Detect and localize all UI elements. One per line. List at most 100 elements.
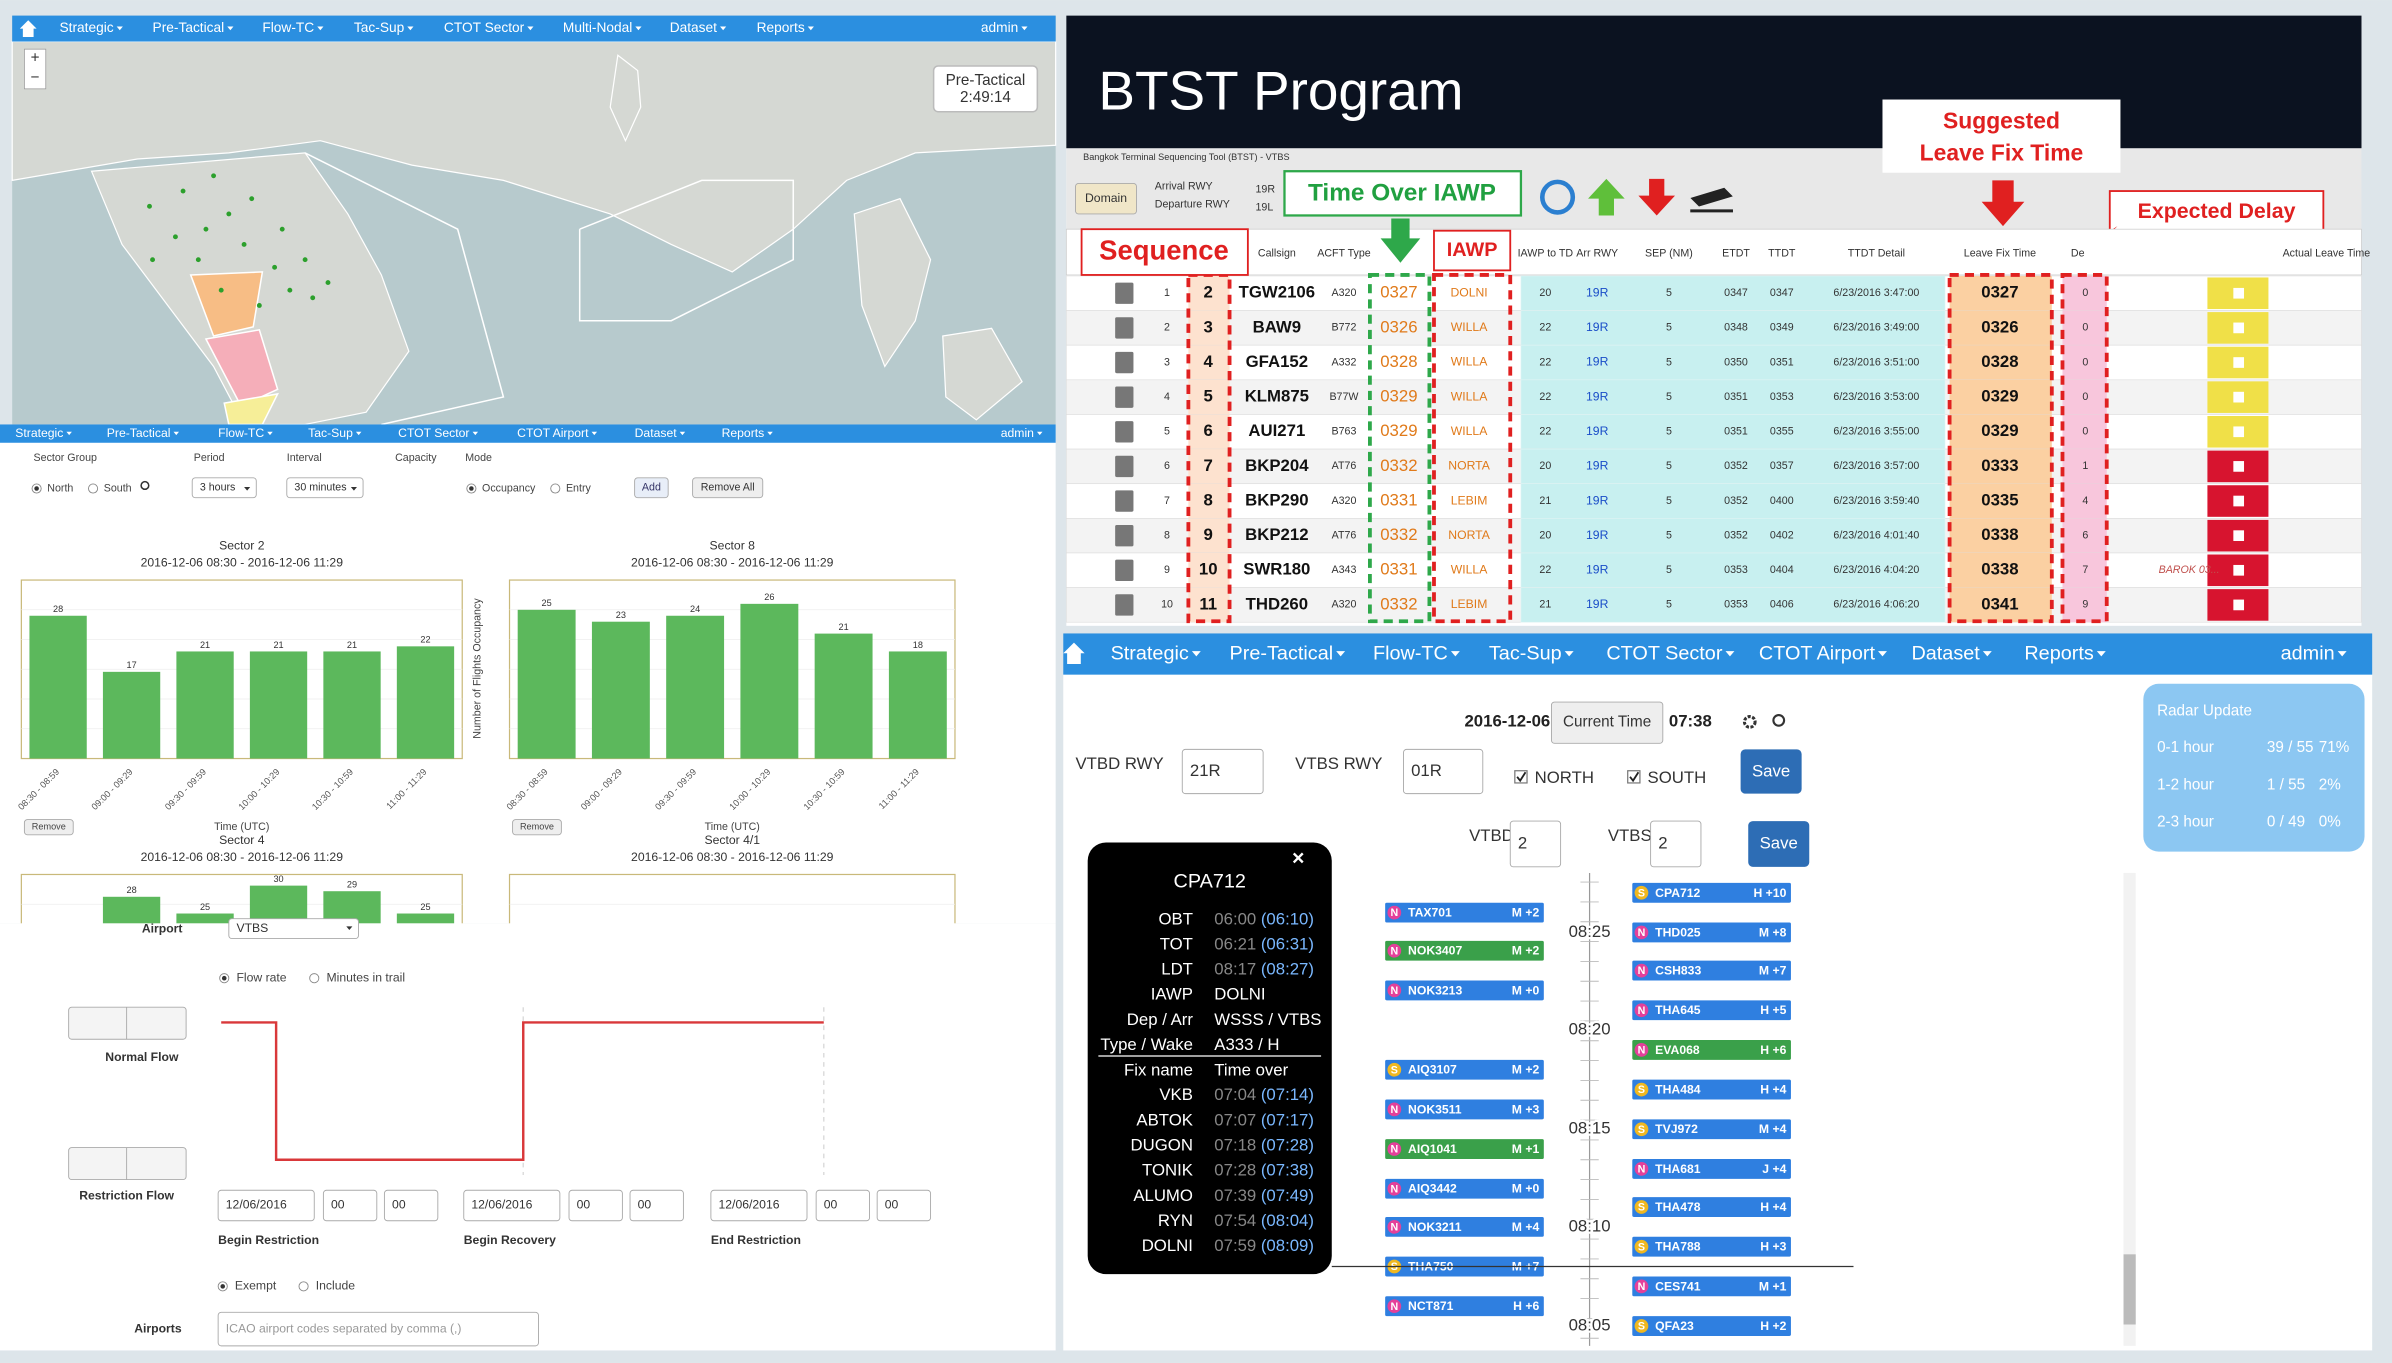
nav-item[interactable]: Flow-TC — [1373, 642, 1448, 664]
flight-strip[interactable] — [1385, 1099, 1544, 1120]
row-icon[interactable] — [1115, 351, 1134, 374]
minute-input[interactable] — [876, 1189, 932, 1222]
restriction-toggle[interactable] — [68, 1147, 187, 1181]
nav-item[interactable]: Dataset — [670, 20, 717, 35]
flight-strip[interactable] — [1385, 1296, 1544, 1317]
popup-close[interactable]: × — [1292, 846, 1304, 870]
row-icon[interactable] — [1115, 559, 1134, 581]
nav-item[interactable]: Dataset — [1911, 642, 1980, 664]
flight-strip[interactable] — [1632, 1236, 1791, 1257]
radio[interactable] — [309, 973, 320, 984]
period-select[interactable] — [191, 477, 257, 499]
flight-strip[interactable] — [1632, 1000, 1791, 1021]
rwy-input[interactable] — [1403, 748, 1484, 795]
flight-strip[interactable] — [1632, 960, 1791, 981]
home-icon[interactable] — [1063, 642, 1085, 664]
flight-strip[interactable] — [1632, 1079, 1791, 1100]
flight-strip[interactable] — [1632, 1158, 1791, 1179]
row-icon[interactable] — [1115, 524, 1134, 547]
flight-strip[interactable] — [1632, 1316, 1791, 1336]
status-box[interactable] — [2233, 564, 2245, 576]
flight-strip[interactable] — [1385, 1059, 1544, 1080]
count-input[interactable] — [1650, 820, 1702, 868]
add-button[interactable] — [634, 477, 669, 499]
status-box[interactable] — [2233, 495, 2245, 507]
hour-input[interactable] — [568, 1189, 623, 1222]
flight-strip[interactable] — [1385, 940, 1544, 961]
status-box[interactable] — [2233, 426, 2245, 438]
save-button[interactable] — [1740, 749, 1802, 794]
current-time-button[interactable] — [1550, 701, 1664, 744]
nav-item[interactable]: CTOT Airport — [1759, 642, 1876, 664]
nav-item[interactable]: Reports — [722, 426, 765, 440]
zoom-in[interactable]: + — [31, 49, 40, 66]
nav-item[interactable]: Multi-Nodal — [563, 20, 632, 35]
status-box[interactable] — [2233, 599, 2245, 611]
date-input[interactable] — [217, 1189, 315, 1222]
flight-strip[interactable] — [1632, 1039, 1791, 1060]
remove-all-button[interactable] — [692, 477, 764, 499]
zoom-out[interactable]: − — [31, 69, 40, 86]
flight-strip[interactable] — [1385, 1178, 1544, 1199]
hour-input[interactable] — [322, 1189, 378, 1222]
status-box[interactable] — [2233, 357, 2245, 368]
row-icon[interactable] — [1115, 490, 1134, 512]
runway-button[interactable] — [1690, 187, 1733, 213]
flight-strip[interactable] — [1632, 882, 1791, 903]
nav-item[interactable]: CTOT Sector — [398, 426, 469, 440]
nav-item[interactable]: Tac-Sup — [354, 20, 405, 35]
nav-item[interactable]: admin — [981, 20, 1018, 35]
nav-item[interactable]: CTOT Airport — [517, 426, 589, 440]
nav-item[interactable]: Strategic — [1111, 642, 1189, 664]
count-input[interactable] — [1509, 820, 1562, 868]
flight-strip[interactable] — [1385, 1216, 1544, 1237]
refresh-button[interactable] — [1540, 179, 1576, 215]
nav-item[interactable]: Pre-Tactical — [107, 426, 171, 440]
row-icon[interactable] — [1115, 386, 1134, 408]
row-icon[interactable] — [1115, 282, 1134, 304]
nav-item[interactable]: Strategic — [59, 20, 113, 35]
flight-strip[interactable] — [1632, 1197, 1791, 1217]
date-input[interactable] — [710, 1189, 808, 1222]
flight-strip[interactable] — [1632, 1119, 1791, 1140]
rwy-input[interactable] — [1181, 748, 1264, 795]
radio[interactable] — [298, 1281, 309, 1292]
nav-item[interactable]: Tac-Sup — [1489, 642, 1562, 664]
flight-strip[interactable] — [1632, 922, 1791, 943]
remove-button[interactable] — [512, 819, 562, 836]
nav-item[interactable]: CTOT Sector — [1606, 642, 1722, 664]
flight-strip[interactable] — [1632, 1276, 1791, 1297]
remove-button[interactable] — [23, 819, 74, 836]
row-icon[interactable] — [1115, 317, 1134, 339]
row-icon[interactable] — [1115, 594, 1134, 616]
nav-item[interactable]: Flow-TC — [218, 426, 264, 440]
save-button[interactable] — [1748, 821, 1810, 867]
nav-item[interactable]: Reports — [757, 20, 805, 35]
down-button[interactable] — [1638, 178, 1676, 216]
scrollbar-thumb[interactable] — [2123, 1254, 2136, 1325]
date-input[interactable] — [463, 1189, 561, 1222]
airports-input[interactable] — [217, 1311, 539, 1347]
status-box[interactable] — [2233, 287, 2245, 299]
minute-input[interactable] — [629, 1189, 684, 1222]
nav-item[interactable]: Reports — [2024, 642, 2094, 664]
row-icon[interactable] — [1115, 421, 1134, 443]
row-icon[interactable] — [1115, 455, 1134, 478]
flight-strip[interactable] — [1385, 980, 1544, 1001]
radio[interactable] — [550, 483, 561, 494]
nav-item[interactable]: Dataset — [635, 426, 678, 440]
flight-strip[interactable] — [1385, 902, 1544, 923]
status-box[interactable] — [2233, 322, 2245, 334]
nav-item[interactable]: Flow-TC — [262, 20, 314, 35]
airport-select[interactable] — [228, 918, 359, 940]
up-button[interactable] — [1588, 178, 1625, 216]
nav-item[interactable]: admin — [1001, 426, 1034, 440]
nav-item[interactable]: Strategic — [15, 426, 63, 440]
status-box[interactable] — [2233, 461, 2245, 472]
domain-button[interactable] — [1075, 182, 1137, 215]
normal-toggle[interactable] — [68, 1006, 187, 1040]
status-box[interactable] — [2233, 530, 2245, 542]
nav-item[interactable]: admin — [2281, 642, 2335, 664]
status-box[interactable] — [2233, 391, 2245, 403]
nav-item[interactable]: Pre-Tactical — [1230, 642, 1334, 664]
